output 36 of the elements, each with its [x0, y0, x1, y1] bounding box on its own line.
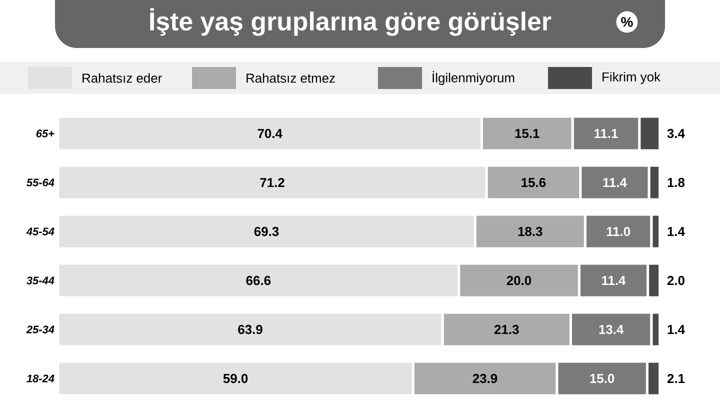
data-label: 15.0 — [590, 374, 614, 384]
data-label: 1.4 — [668, 325, 685, 334]
data-label: 21.3 — [494, 324, 519, 334]
data-label: 20.0 — [506, 276, 532, 286]
data-label: 18.3 — [518, 226, 542, 236]
data-label: 71.2 — [260, 178, 284, 188]
legend-label: İlgilenmiyorum — [432, 71, 514, 85]
y-tick-label: 18-24 — [26, 374, 54, 382]
y-tick-label: 35-44 — [26, 276, 54, 284]
data-label: 13.4 — [599, 324, 624, 334]
data-label: 70.4 — [258, 128, 282, 138]
data-label: 11.0 — [606, 226, 630, 236]
legend-label: Rahatsız eder — [82, 73, 162, 83]
legend-label: Fikrim yok — [602, 72, 661, 84]
data-label: 11.4 — [603, 178, 627, 187]
data-label: 23.9 — [472, 374, 498, 384]
data-label: 15.6 — [522, 178, 546, 188]
chart-title: İşte yaş gruplarına göre görüşler — [150, 8, 552, 36]
data-label: 63.9 — [238, 324, 262, 334]
y-tick-label: 55-64 — [26, 178, 54, 186]
data-label: 3.4 — [667, 128, 685, 138]
y-tick-label: 65+ — [36, 130, 54, 138]
data-label: 66.6 — [246, 276, 271, 286]
chart-subtitle: % — [621, 17, 633, 27]
data-label: 1.4 — [668, 227, 685, 236]
data-label: 69.3 — [254, 226, 279, 236]
y-tick-label: 45-54 — [26, 228, 54, 236]
data-label: 15.1 — [515, 128, 540, 138]
data-label: 11.1 — [594, 129, 618, 138]
data-label: 59.0 — [223, 374, 248, 384]
legend-label: Rahatsız etmez — [246, 73, 335, 83]
data-label: 11.4 — [602, 276, 626, 285]
data-label: 2.0 — [667, 276, 684, 286]
data-label: 1.8 — [668, 178, 685, 188]
data-label: 2.1 — [667, 374, 685, 384]
y-tick-label: 25-34 — [26, 326, 54, 334]
